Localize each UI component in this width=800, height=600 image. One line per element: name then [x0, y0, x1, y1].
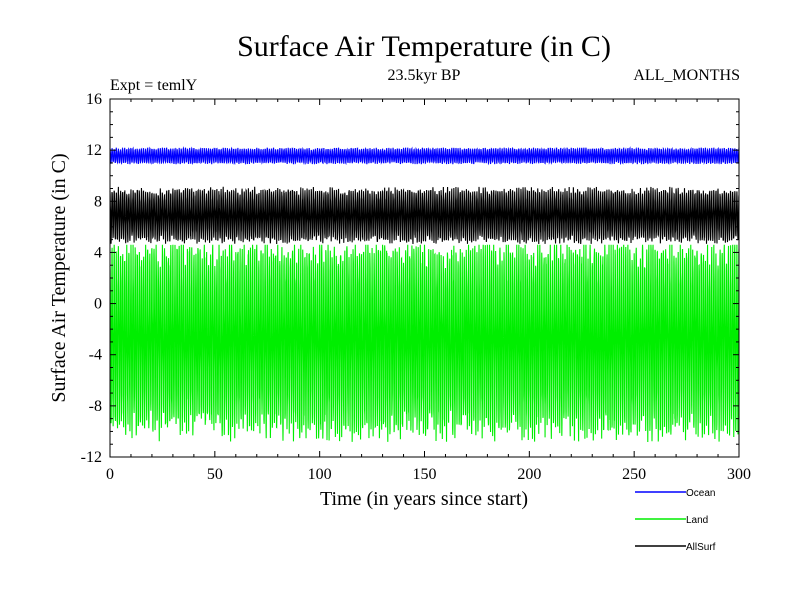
legend: Ocean Land AllSurf	[635, 488, 716, 553]
y-tick-label: 4	[94, 244, 102, 261]
x-tick-label: 250	[622, 466, 646, 483]
experiment-label: Expt = temlY	[110, 77, 198, 94]
chart-subtitle: 23.5kyr BP	[388, 67, 461, 84]
x-tick-label: 50	[207, 466, 223, 483]
y-tick-label: 0	[94, 296, 102, 313]
y-tick-label: -12	[81, 449, 102, 466]
legend-label-land: Land	[686, 515, 708, 526]
x-tick-label: 100	[308, 466, 332, 483]
y-axis: -12 -8 -4 0 4 8 12 16	[81, 91, 739, 466]
x-axis: 0 50 100 150 200 250 300	[106, 99, 751, 483]
x-tick-label: 150	[413, 466, 437, 483]
y-tick-label: 8	[94, 193, 102, 210]
y-axis-label: Surface Air Temperature (in C)	[48, 153, 70, 402]
x-axis-label: Time (in years since start)	[320, 488, 528, 510]
series-line-allsurf	[109, 186, 740, 245]
y-tick-label: -4	[89, 347, 102, 364]
x-tick-label: 300	[727, 466, 751, 483]
series-line-ocean	[109, 146, 740, 166]
months-label: ALL_MONTHS	[633, 67, 740, 84]
y-tick-label: -8	[89, 398, 102, 415]
series-line-land	[109, 244, 740, 442]
chart-title: Surface Air Temperature (in C)	[237, 30, 611, 63]
x-tick-label: 0	[106, 466, 114, 483]
x-tick-label: 200	[517, 466, 541, 483]
series-layer	[109, 146, 740, 442]
y-tick-label: 16	[86, 91, 102, 108]
legend-label-ocean: Ocean	[686, 488, 715, 499]
legend-label-allsurf: AllSurf	[686, 542, 716, 553]
y-tick-label: 12	[86, 142, 102, 159]
